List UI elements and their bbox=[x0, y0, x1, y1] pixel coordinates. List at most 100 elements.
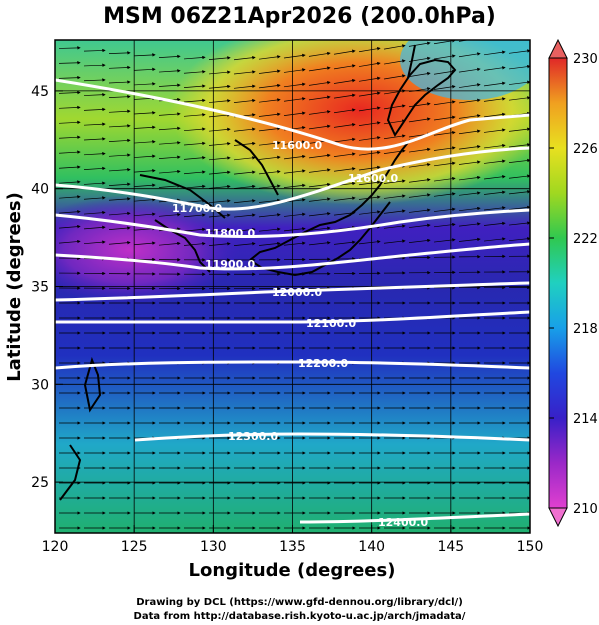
contour-label: 12000.0 bbox=[272, 286, 322, 299]
wind-arrow bbox=[333, 123, 356, 128]
y-tick-label: 35 bbox=[31, 280, 49, 296]
wind-arrow bbox=[458, 52, 481, 58]
wind-arrow bbox=[108, 109, 131, 114]
wind-arrow bbox=[408, 238, 431, 243]
wind-arrow bbox=[408, 208, 431, 213]
contour-label: 11700.0 bbox=[172, 202, 222, 215]
colorbar-tick-label: 226 bbox=[573, 142, 598, 157]
wind-arrow bbox=[333, 152, 356, 157]
wind-arrow bbox=[358, 46, 381, 53]
wind-arrow bbox=[333, 167, 356, 172]
wind-arrow bbox=[108, 94, 131, 99]
wind-arrow bbox=[108, 153, 131, 157]
credit-line-drawing: Drawing by DCL (https://www.gfd-dennou.o… bbox=[136, 597, 463, 608]
x-tick-label: 145 bbox=[437, 539, 464, 555]
contour-line bbox=[55, 242, 530, 271]
wind-arrow bbox=[258, 126, 281, 132]
wind-arrow bbox=[133, 111, 156, 115]
y-tick-label: 25 bbox=[31, 475, 49, 491]
cold-anomaly-shading bbox=[55, 195, 240, 305]
wind-arrow bbox=[83, 166, 106, 171]
wind-arrow bbox=[458, 83, 481, 88]
wind-arrow bbox=[508, 143, 530, 148]
wind-arrow bbox=[58, 239, 81, 244]
contour-line bbox=[55, 146, 530, 211]
wind-arrow bbox=[484, 36, 504, 39]
contour-line bbox=[134, 432, 530, 442]
wind-arrow bbox=[58, 195, 81, 199]
wind-arrow bbox=[283, 97, 306, 102]
wind-arrow bbox=[183, 213, 206, 218]
wind-arrow bbox=[383, 239, 406, 244]
wind-arrow bbox=[283, 68, 306, 73]
wind-arrow bbox=[433, 130, 456, 136]
wind-arrow bbox=[208, 141, 231, 146]
wind-arrow bbox=[208, 242, 231, 246]
wind-arrow bbox=[58, 224, 81, 229]
wind-arrow bbox=[208, 113, 231, 118]
x-axis: 120 125 130 135 140 145 150 bbox=[42, 525, 543, 555]
wind-arrow bbox=[58, 180, 81, 184]
contour-label: 11900.0 bbox=[205, 258, 255, 271]
colorbar-min-arrow bbox=[548, 507, 568, 528]
wind-arrow bbox=[133, 154, 156, 159]
wind-arrow bbox=[308, 66, 331, 72]
x-tick-label: 120 bbox=[42, 539, 69, 555]
wind-arrow bbox=[158, 184, 181, 188]
wind-arrow bbox=[383, 119, 406, 125]
wind-arrow bbox=[483, 66, 506, 71]
wind-arrow bbox=[483, 97, 506, 102]
wind-arrow bbox=[158, 241, 181, 246]
wind-arrow bbox=[58, 61, 81, 65]
wind-arrow bbox=[183, 241, 206, 246]
wind-arrow bbox=[233, 84, 256, 89]
wind-arrow bbox=[483, 112, 506, 118]
wind-arrow bbox=[133, 67, 156, 72]
wind-arrow bbox=[108, 138, 131, 143]
page-title: MSM 06Z21Apr2026 (200.0hPa) bbox=[103, 4, 496, 29]
wind-arrow bbox=[358, 76, 381, 82]
wind-arrow bbox=[258, 69, 281, 74]
wind-arrow bbox=[408, 162, 431, 168]
wind-arrow bbox=[383, 194, 406, 199]
wind-arrow bbox=[283, 154, 306, 160]
wind-arrow bbox=[508, 236, 530, 242]
contour-line bbox=[55, 310, 530, 324]
wind-arrow bbox=[233, 170, 256, 175]
wind-arrow bbox=[483, 221, 506, 226]
wind-arrow bbox=[433, 100, 456, 106]
colorbar-tick-label: 210 bbox=[573, 502, 598, 517]
wind-arrow bbox=[483, 50, 506, 56]
wind-arrow bbox=[133, 125, 156, 130]
wind-arrow bbox=[333, 93, 356, 99]
wind-arrow bbox=[358, 165, 381, 171]
x-tick-label: 135 bbox=[279, 539, 306, 555]
wind-arrow bbox=[83, 122, 106, 126]
x-axis-title: Longitude (degrees) bbox=[189, 560, 396, 581]
wind-vectors bbox=[58, 36, 530, 530]
wind-arrow bbox=[458, 129, 481, 135]
wind-arrow bbox=[508, 127, 530, 132]
wind-arrow bbox=[308, 124, 331, 130]
wind-arrow bbox=[408, 41, 431, 47]
wind-arrow bbox=[283, 82, 306, 88]
wind-arrow bbox=[58, 150, 81, 154]
contour-label: 12200.0 bbox=[298, 357, 348, 370]
wind-arrow bbox=[108, 167, 131, 172]
wind-arrow bbox=[283, 111, 306, 116]
wind-arrow bbox=[458, 206, 481, 212]
wind-arrow bbox=[83, 210, 106, 215]
wind-arrow bbox=[508, 80, 530, 85]
contour-label: 11800.0 bbox=[205, 227, 255, 240]
y-tick-label: 30 bbox=[31, 377, 49, 393]
wind-arrow bbox=[308, 110, 331, 115]
wind-arrow bbox=[108, 197, 131, 201]
wind-arrow bbox=[433, 85, 456, 90]
wind-arrow bbox=[433, 161, 456, 167]
wind-arrow bbox=[383, 179, 406, 184]
wind-arrow bbox=[208, 199, 231, 204]
wind-arrow bbox=[133, 183, 156, 187]
contour-label: 12400.0 bbox=[378, 516, 428, 529]
colorbar-ticks: 210 214 218 222 226 230 bbox=[549, 52, 598, 517]
wind-arrow bbox=[383, 224, 406, 229]
